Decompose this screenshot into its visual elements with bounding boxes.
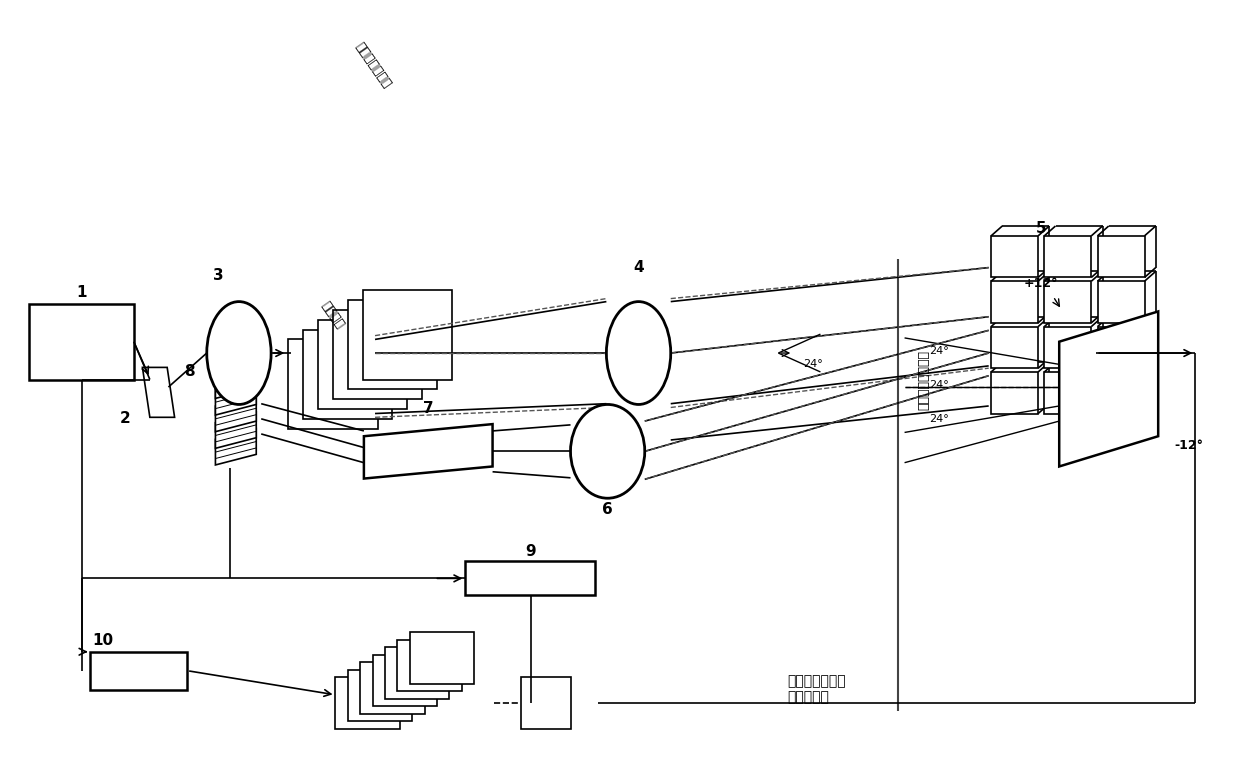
Polygon shape bbox=[991, 236, 1038, 277]
Bar bbox=[289, 339, 377, 429]
Text: -12°: -12° bbox=[1174, 439, 1203, 452]
Polygon shape bbox=[1097, 372, 1145, 414]
Text: 24°: 24° bbox=[929, 380, 949, 390]
Bar bbox=[360, 663, 424, 713]
Bar bbox=[384, 647, 449, 698]
Bar bbox=[334, 310, 422, 399]
Text: 10: 10 bbox=[92, 633, 113, 648]
Polygon shape bbox=[991, 281, 1038, 323]
Text: 6: 6 bbox=[603, 502, 613, 517]
Ellipse shape bbox=[606, 301, 671, 405]
Polygon shape bbox=[991, 326, 1038, 368]
Polygon shape bbox=[216, 362, 257, 398]
Polygon shape bbox=[1044, 236, 1091, 277]
Text: 8: 8 bbox=[184, 364, 195, 380]
Polygon shape bbox=[1097, 326, 1145, 368]
Text: 7: 7 bbox=[423, 401, 434, 416]
Bar bbox=[304, 329, 392, 419]
Bar bbox=[319, 320, 407, 409]
Text: 1: 1 bbox=[77, 285, 87, 300]
Text: 连续变化的对象: 连续变化的对象 bbox=[352, 40, 393, 91]
Polygon shape bbox=[216, 379, 257, 415]
Text: 时间序列: 时间序列 bbox=[319, 299, 347, 331]
Polygon shape bbox=[1044, 281, 1091, 323]
Text: 24°: 24° bbox=[804, 360, 823, 370]
Bar bbox=[336, 678, 399, 729]
Text: 2: 2 bbox=[120, 411, 130, 427]
Ellipse shape bbox=[570, 405, 645, 498]
Polygon shape bbox=[1044, 372, 1091, 414]
Polygon shape bbox=[363, 424, 492, 479]
Polygon shape bbox=[216, 395, 257, 432]
Bar bbox=[347, 300, 436, 389]
Bar bbox=[362, 290, 451, 380]
Text: 24°: 24° bbox=[929, 414, 949, 424]
Polygon shape bbox=[216, 429, 257, 465]
Bar bbox=[465, 561, 595, 595]
Bar bbox=[521, 678, 570, 729]
Text: 3: 3 bbox=[212, 268, 223, 282]
Text: 5: 5 bbox=[1035, 221, 1047, 236]
Bar bbox=[397, 640, 461, 691]
Text: 单个微镜放大光路: 单个微镜放大光路 bbox=[916, 349, 930, 410]
Polygon shape bbox=[1097, 236, 1145, 277]
Bar bbox=[347, 670, 412, 721]
Polygon shape bbox=[1097, 281, 1145, 323]
Bar bbox=[372, 655, 436, 706]
Polygon shape bbox=[216, 412, 257, 449]
Bar bbox=[409, 632, 474, 684]
Bar bbox=[91, 652, 187, 689]
Polygon shape bbox=[143, 367, 175, 417]
Text: 24°: 24° bbox=[929, 346, 949, 356]
Text: 4: 4 bbox=[634, 260, 644, 275]
Polygon shape bbox=[1059, 311, 1158, 467]
Text: 时间分辨的连续
重建图像帧: 时间分辨的连续 重建图像帧 bbox=[787, 675, 846, 704]
Polygon shape bbox=[1044, 326, 1091, 368]
Text: 9: 9 bbox=[526, 544, 536, 559]
Text: +12°: +12° bbox=[1023, 277, 1058, 290]
Ellipse shape bbox=[207, 301, 272, 405]
Polygon shape bbox=[991, 372, 1038, 414]
Bar bbox=[29, 304, 134, 380]
